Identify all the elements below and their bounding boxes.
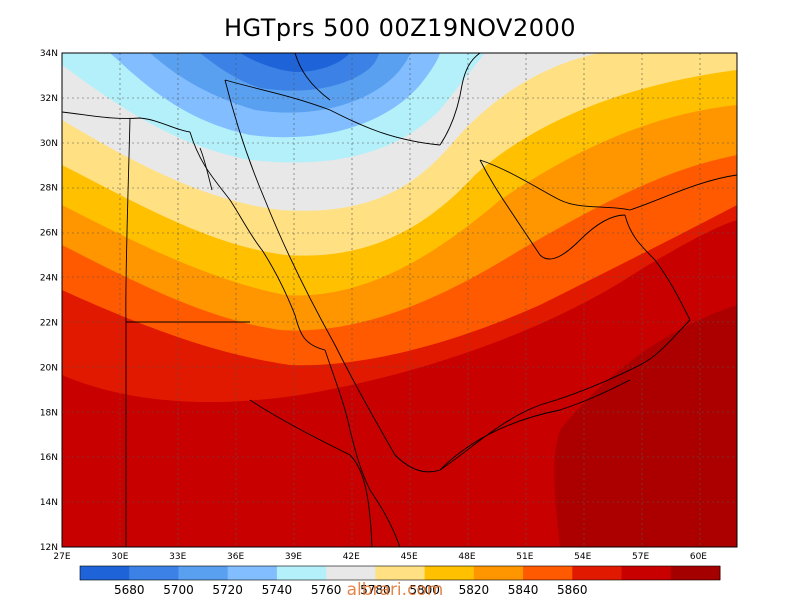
lon-tick-label: 48E	[458, 552, 475, 562]
colorbar-swatch	[424, 566, 475, 580]
lon-tick-label: 42E	[343, 552, 360, 562]
colorbar-swatch	[276, 566, 327, 580]
colorbar-label: 5780	[360, 583, 391, 597]
border-ethiopia	[249, 399, 373, 547]
lat-tick-label: 28N	[40, 184, 58, 194]
red-sea-west-coast	[324, 349, 401, 547]
lat-tick-label: 22N	[40, 318, 58, 328]
colorbar-label: 5760	[311, 583, 342, 597]
colorbar-swatch	[129, 566, 179, 580]
arabia-south-coast	[439, 319, 691, 471]
colorbar-swatch	[473, 566, 524, 580]
lon-tick-label: 51E	[516, 552, 533, 562]
colorbar-label: 5680	[114, 583, 145, 597]
lon-tick-label: 54E	[574, 552, 591, 562]
lat-tick-label: 30N	[40, 139, 58, 149]
lat-tick-label: 24N	[40, 274, 58, 284]
lon-tick-label: 57E	[632, 552, 649, 562]
watermark: albrari.com	[346, 580, 444, 600]
contour-fill	[62, 53, 737, 547]
colorbar-label: 5820	[459, 583, 490, 597]
lat-tick-label: 20N	[40, 363, 58, 373]
border-saudi-yemen	[439, 379, 631, 471]
colorbar-label: 5700	[163, 583, 194, 597]
map-frame	[61, 52, 738, 548]
lon-tick-label: 39E	[285, 552, 302, 562]
border-syria-iraq	[294, 53, 331, 101]
colorbar-swatch	[80, 566, 130, 580]
colorbar-swatch	[572, 566, 623, 580]
colorbar-label: 5860	[557, 583, 588, 597]
colorbar: 5680 5700 5720 5740 5760 5780 5800 5820 5840 5860	[79, 565, 721, 597]
lon-tick-label: 36E	[227, 552, 244, 562]
lon-tick-label: 60E	[690, 552, 707, 562]
oman-coast	[624, 214, 691, 321]
lon-tick-label: 45E	[401, 552, 418, 562]
red-sea-east-coast	[224, 79, 441, 473]
lat-tick-label: 12N	[40, 543, 58, 553]
border-iraq-iran	[439, 53, 481, 146]
lat-tick-label: 26N	[40, 229, 58, 239]
colorbar-swatch	[523, 566, 573, 580]
lat-tick-label: 32N	[40, 94, 58, 104]
longitude-ticks: 27E 30E 33E 36E 39E 42E 45E 48E 51E 54E 57E 60E	[53, 552, 707, 562]
colorbar-swatch	[227, 566, 278, 580]
iran-coast	[479, 159, 737, 211]
sinai-gulf	[199, 147, 213, 191]
map-title: HGTprs 500 00Z19NOV2000	[223, 14, 577, 42]
colorbar-swatch	[621, 566, 672, 580]
nile-valley-coast	[189, 131, 326, 351]
colorbar-swatch	[326, 566, 376, 580]
colorbar-label: 5740	[262, 583, 293, 597]
colorbar-swatch	[178, 566, 229, 580]
lat-tick-label: 16N	[40, 453, 58, 463]
lat-tick-label: 14N	[40, 498, 58, 508]
border-saudi-north	[224, 79, 441, 146]
latitude-ticks: 12N 14N 16N 18N 20N 22N 24N 26N 28N 30N 32N 34N	[40, 49, 58, 553]
colorbar-swatch	[670, 566, 721, 580]
lon-tick-label: 33E	[169, 552, 186, 562]
lat-tick-label: 34N	[40, 49, 58, 59]
colorbar-label: 5800	[409, 583, 440, 597]
grid-lines	[62, 53, 737, 547]
colorbar-label: 5720	[212, 583, 243, 597]
mediterranean-coast	[62, 111, 191, 133]
lon-tick-label: 27E	[53, 552, 70, 562]
border-libya-egypt	[125, 117, 250, 323]
colorbar-frame	[79, 565, 721, 581]
coastlines-borders	[62, 53, 737, 547]
band-dark-core	[554, 305, 737, 547]
lon-tick-label: 30E	[111, 552, 128, 562]
colorbar-swatch	[375, 566, 426, 580]
persian-gulf-coast	[479, 159, 626, 260]
colorbar-label: 5840	[508, 583, 539, 597]
lat-tick-label: 18N	[40, 408, 58, 418]
band-5640	[240, 53, 350, 72]
